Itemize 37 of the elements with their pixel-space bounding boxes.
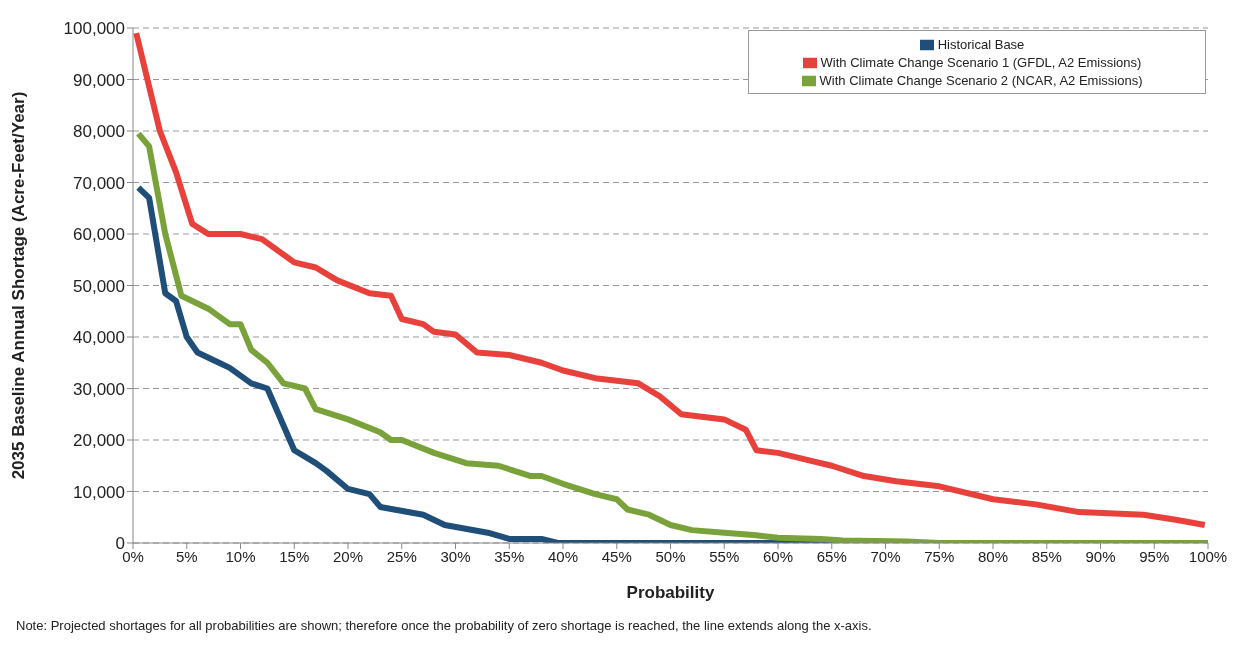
x-tick-label: 70% <box>870 547 901 565</box>
y-tick-label: 50,000 <box>73 276 125 296</box>
y-tick-label: 40,000 <box>73 328 125 348</box>
x-tick-label: 15% <box>279 547 310 565</box>
x-tick-label: 25% <box>386 547 417 565</box>
y-tick-label: 20,000 <box>73 431 125 451</box>
legend-label: Historical Base <box>937 37 1025 52</box>
y-tick-label: 30,000 <box>73 379 125 399</box>
x-axis-title: Probability <box>626 583 715 602</box>
x-tick-label: 10% <box>225 547 256 565</box>
x-tick-label: 40% <box>547 547 579 565</box>
x-tick-label: 95% <box>1139 547 1170 565</box>
y-tick-label: 100,000 <box>63 19 125 39</box>
x-tick-label: 65% <box>816 547 847 565</box>
x-tick-label: 85% <box>1031 547 1062 565</box>
x-tick-label: 100% <box>1188 547 1228 565</box>
x-tick-label: 55% <box>709 547 740 565</box>
x-tick-label: 30% <box>440 547 471 565</box>
x-tick-label: 20% <box>332 547 364 565</box>
x-tick-label: 60% <box>762 547 794 565</box>
x-tick-label: 90% <box>1085 547 1116 565</box>
legend-label: With Climate Change Scenario 2 (NCAR, A2 Emissions) <box>819 73 1143 88</box>
y-axis-title: 2035 Baseline Annual Shortage (Acre-Feet/Year) <box>9 91 29 480</box>
x-tick-label: 80% <box>977 547 1009 565</box>
y-tick-label: 80,000 <box>73 122 125 142</box>
x-tick-label: 0% <box>122 547 144 565</box>
x-tick-label: 45% <box>601 547 632 565</box>
x-tick-label: 50% <box>655 547 686 565</box>
x-tick-label: 75% <box>924 547 955 565</box>
y-tick-label: 90,000 <box>73 70 125 90</box>
x-tick-label: 35% <box>494 547 525 565</box>
y-tick-label: 10,000 <box>73 482 125 502</box>
text: Note: Projected shortages for all probabilities are shown; therefore once the probability of zero shortage is reached, the line extends along the x-axis. <box>16 618 873 633</box>
legend-label: With Climate Change Scenario 1 (GFDL, A2 Emissions) <box>820 55 1142 70</box>
y-tick-label: 70,000 <box>73 173 125 193</box>
x-tick-label: 5% <box>175 547 198 565</box>
y-tick-label: 60,000 <box>73 225 125 245</box>
